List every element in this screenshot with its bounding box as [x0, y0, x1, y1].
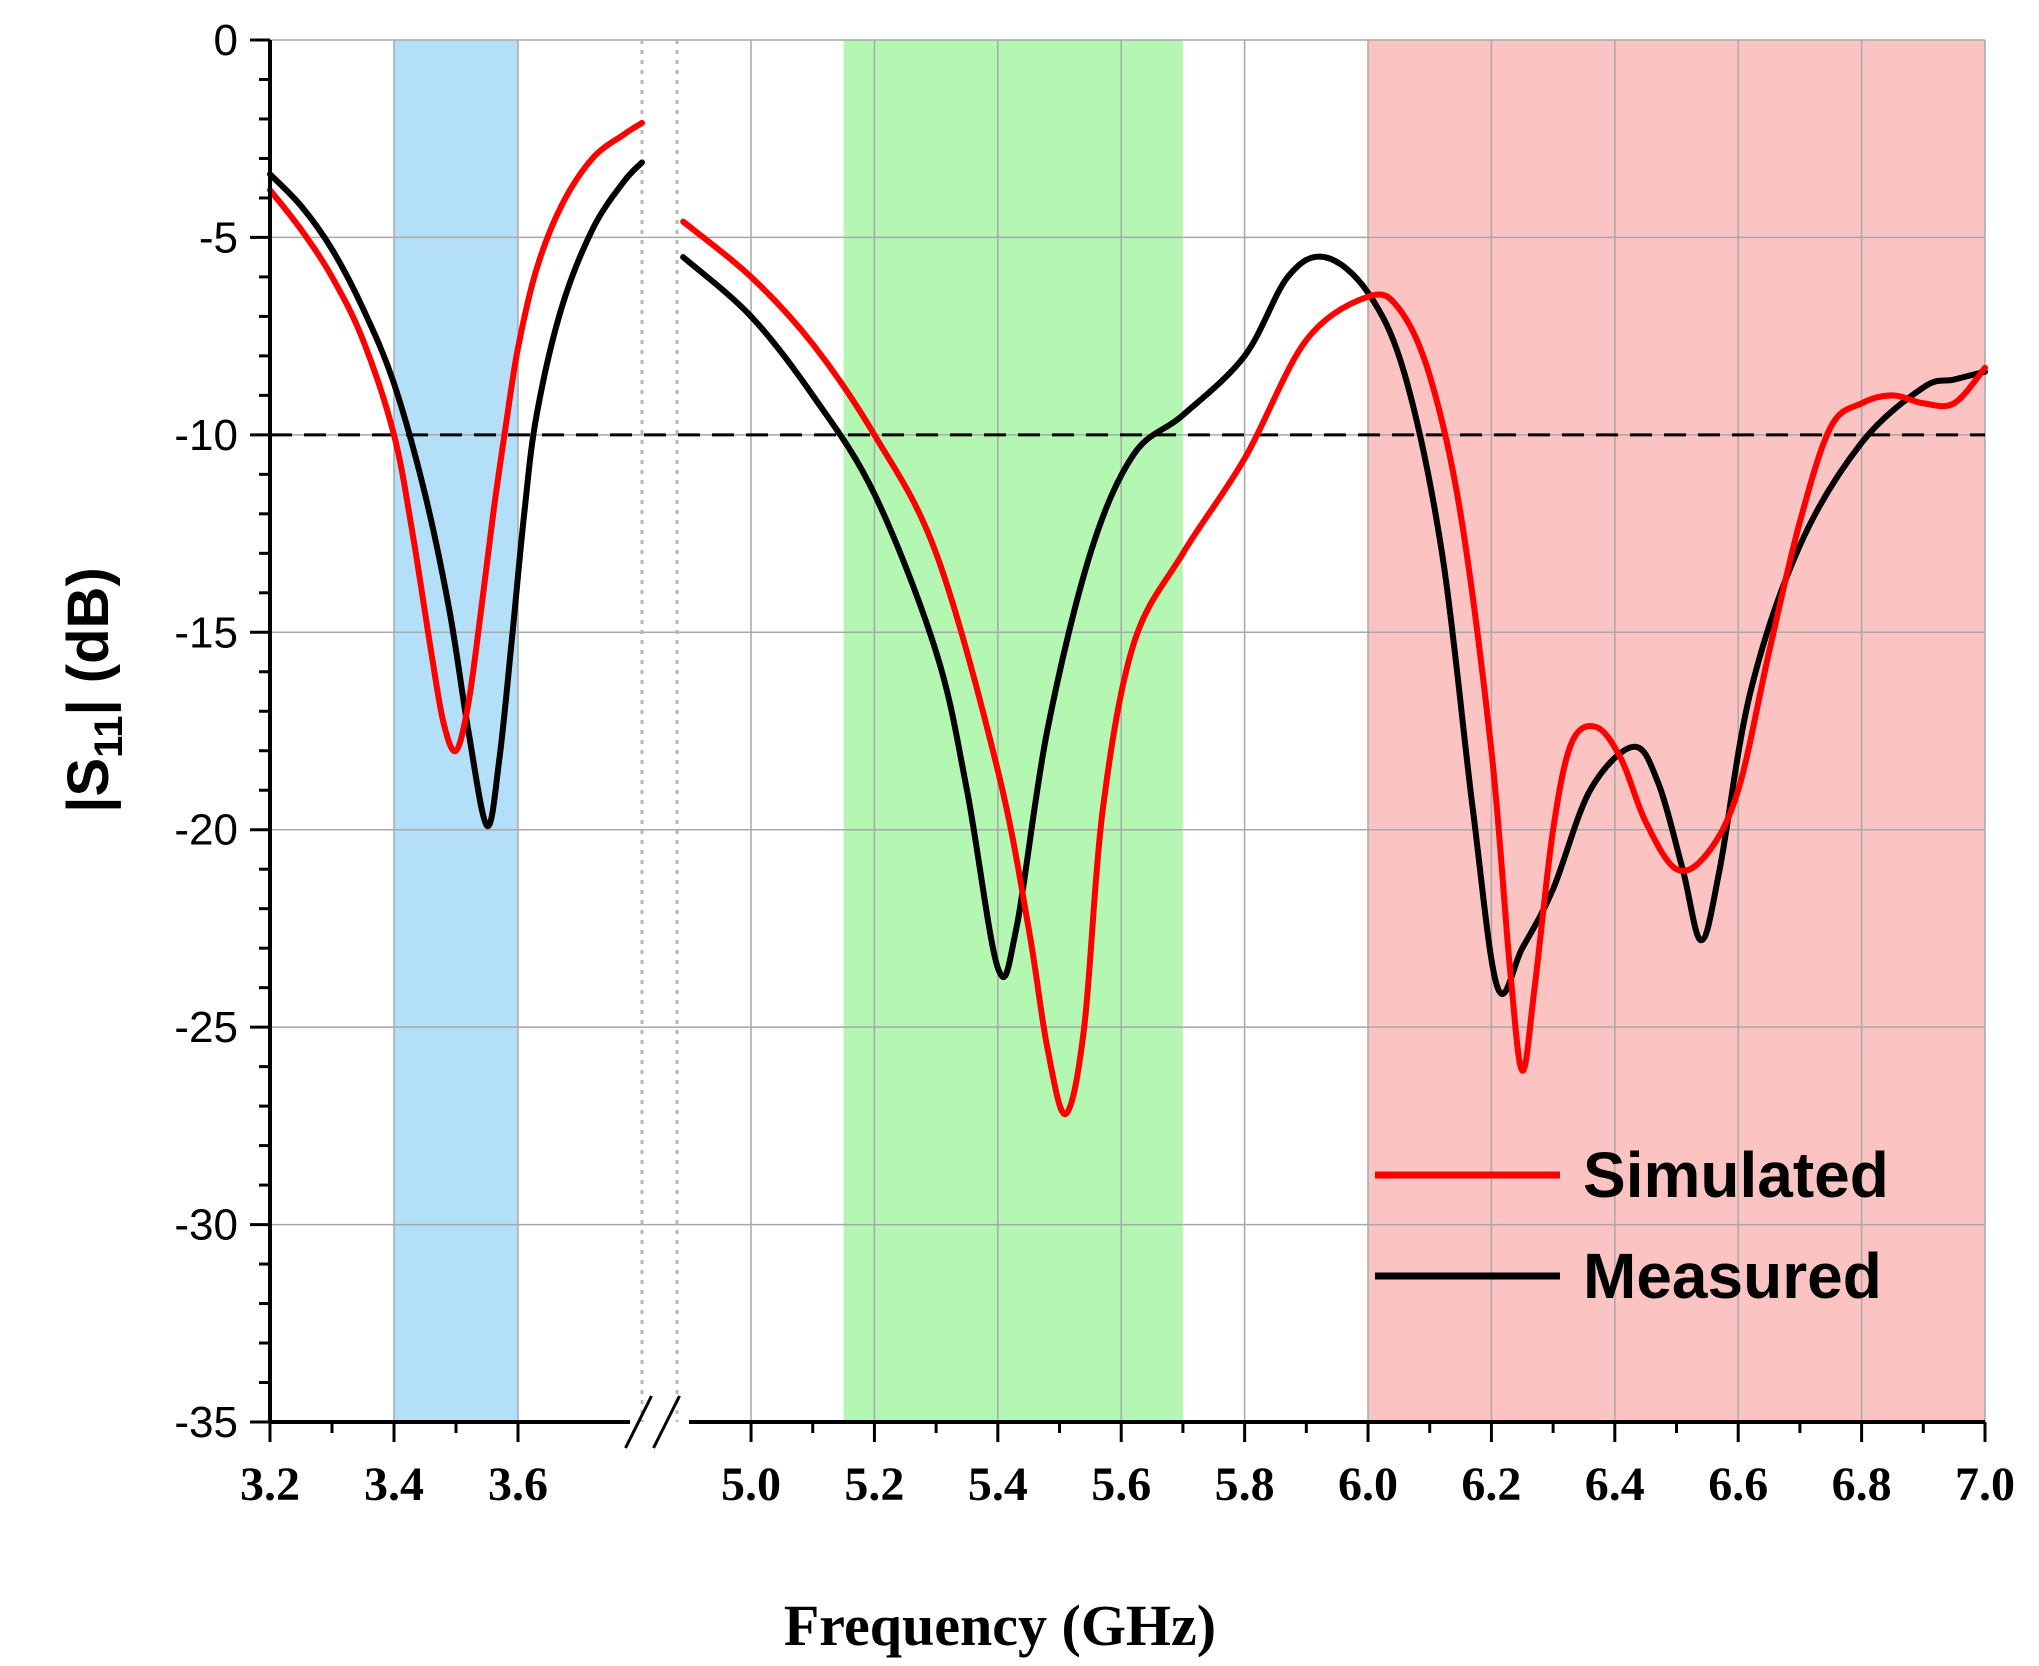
- x-axis-title: Frequency (GHz): [784, 1593, 1216, 1658]
- x-tick-label: 3.4: [364, 1458, 424, 1511]
- series-line-simulated-seg1: [267, 119, 645, 755]
- y-axis-title-subscript: 11: [87, 716, 131, 758]
- x-tick-label: 6.8: [1832, 1458, 1892, 1511]
- series-line-simulated-seg2: [680, 218, 1988, 1118]
- legend-label-measured: Measured: [1583, 1240, 1882, 1312]
- y-tick-label: -25: [174, 1003, 238, 1052]
- shaded-bands: [394, 40, 1985, 1422]
- band-1: [843, 40, 1183, 1422]
- x-tick-label: 6.6: [1708, 1458, 1768, 1511]
- y-tick-label: -5: [199, 213, 238, 262]
- x-tick-label: 3.2: [240, 1458, 300, 1511]
- tick-labels: 0 -5 -10 -15 -20 -25 -30 -353.2 3.4 3.6 5.0 5.2 5.4 5…: [174, 16, 2015, 1511]
- grid-lines: [270, 39, 1986, 1422]
- y-tick-label: -30: [174, 1201, 238, 1250]
- x-tick-label: 5.2: [844, 1458, 904, 1511]
- band-0: [394, 40, 518, 1422]
- x-tick-label: 3.6: [488, 1458, 548, 1511]
- x-tick-label: 6.2: [1461, 1458, 1521, 1511]
- series-layer: [267, 119, 1988, 1118]
- y-tick-label: -35: [174, 1398, 238, 1447]
- x-tick-label: 5.4: [968, 1458, 1028, 1511]
- x-tick-label: 6.4: [1585, 1458, 1645, 1511]
- x-tick-label: 5.6: [1091, 1458, 1151, 1511]
- y-axis-title-tail: | (dB): [56, 567, 121, 715]
- y-tick-label: -15: [174, 608, 238, 657]
- y-tick-label: 0: [214, 16, 238, 65]
- axis-break-mark-2: [652, 1395, 681, 1449]
- x-tick-label: 7.0: [1955, 1458, 2015, 1511]
- x-tick-label: 6.0: [1338, 1458, 1398, 1511]
- legend-label-simulated: Simulated: [1583, 1139, 1889, 1211]
- y-tick-label: -20: [174, 806, 238, 855]
- x-tick-label: 5.0: [721, 1458, 781, 1511]
- series-line-measured-seg1: [267, 159, 645, 829]
- legend: Simulated Measured: [1375, 1139, 1889, 1312]
- y-tick-label: -10: [174, 411, 238, 460]
- band-2: [1368, 40, 1985, 1422]
- axis-break-mark-1: [624, 1395, 653, 1449]
- y-axis-title-main: |S: [56, 758, 121, 813]
- x-tick-label: 5.8: [1215, 1458, 1275, 1511]
- y-axis-title: |S11| (dB): [56, 567, 131, 813]
- axes: [250, 38, 1987, 1449]
